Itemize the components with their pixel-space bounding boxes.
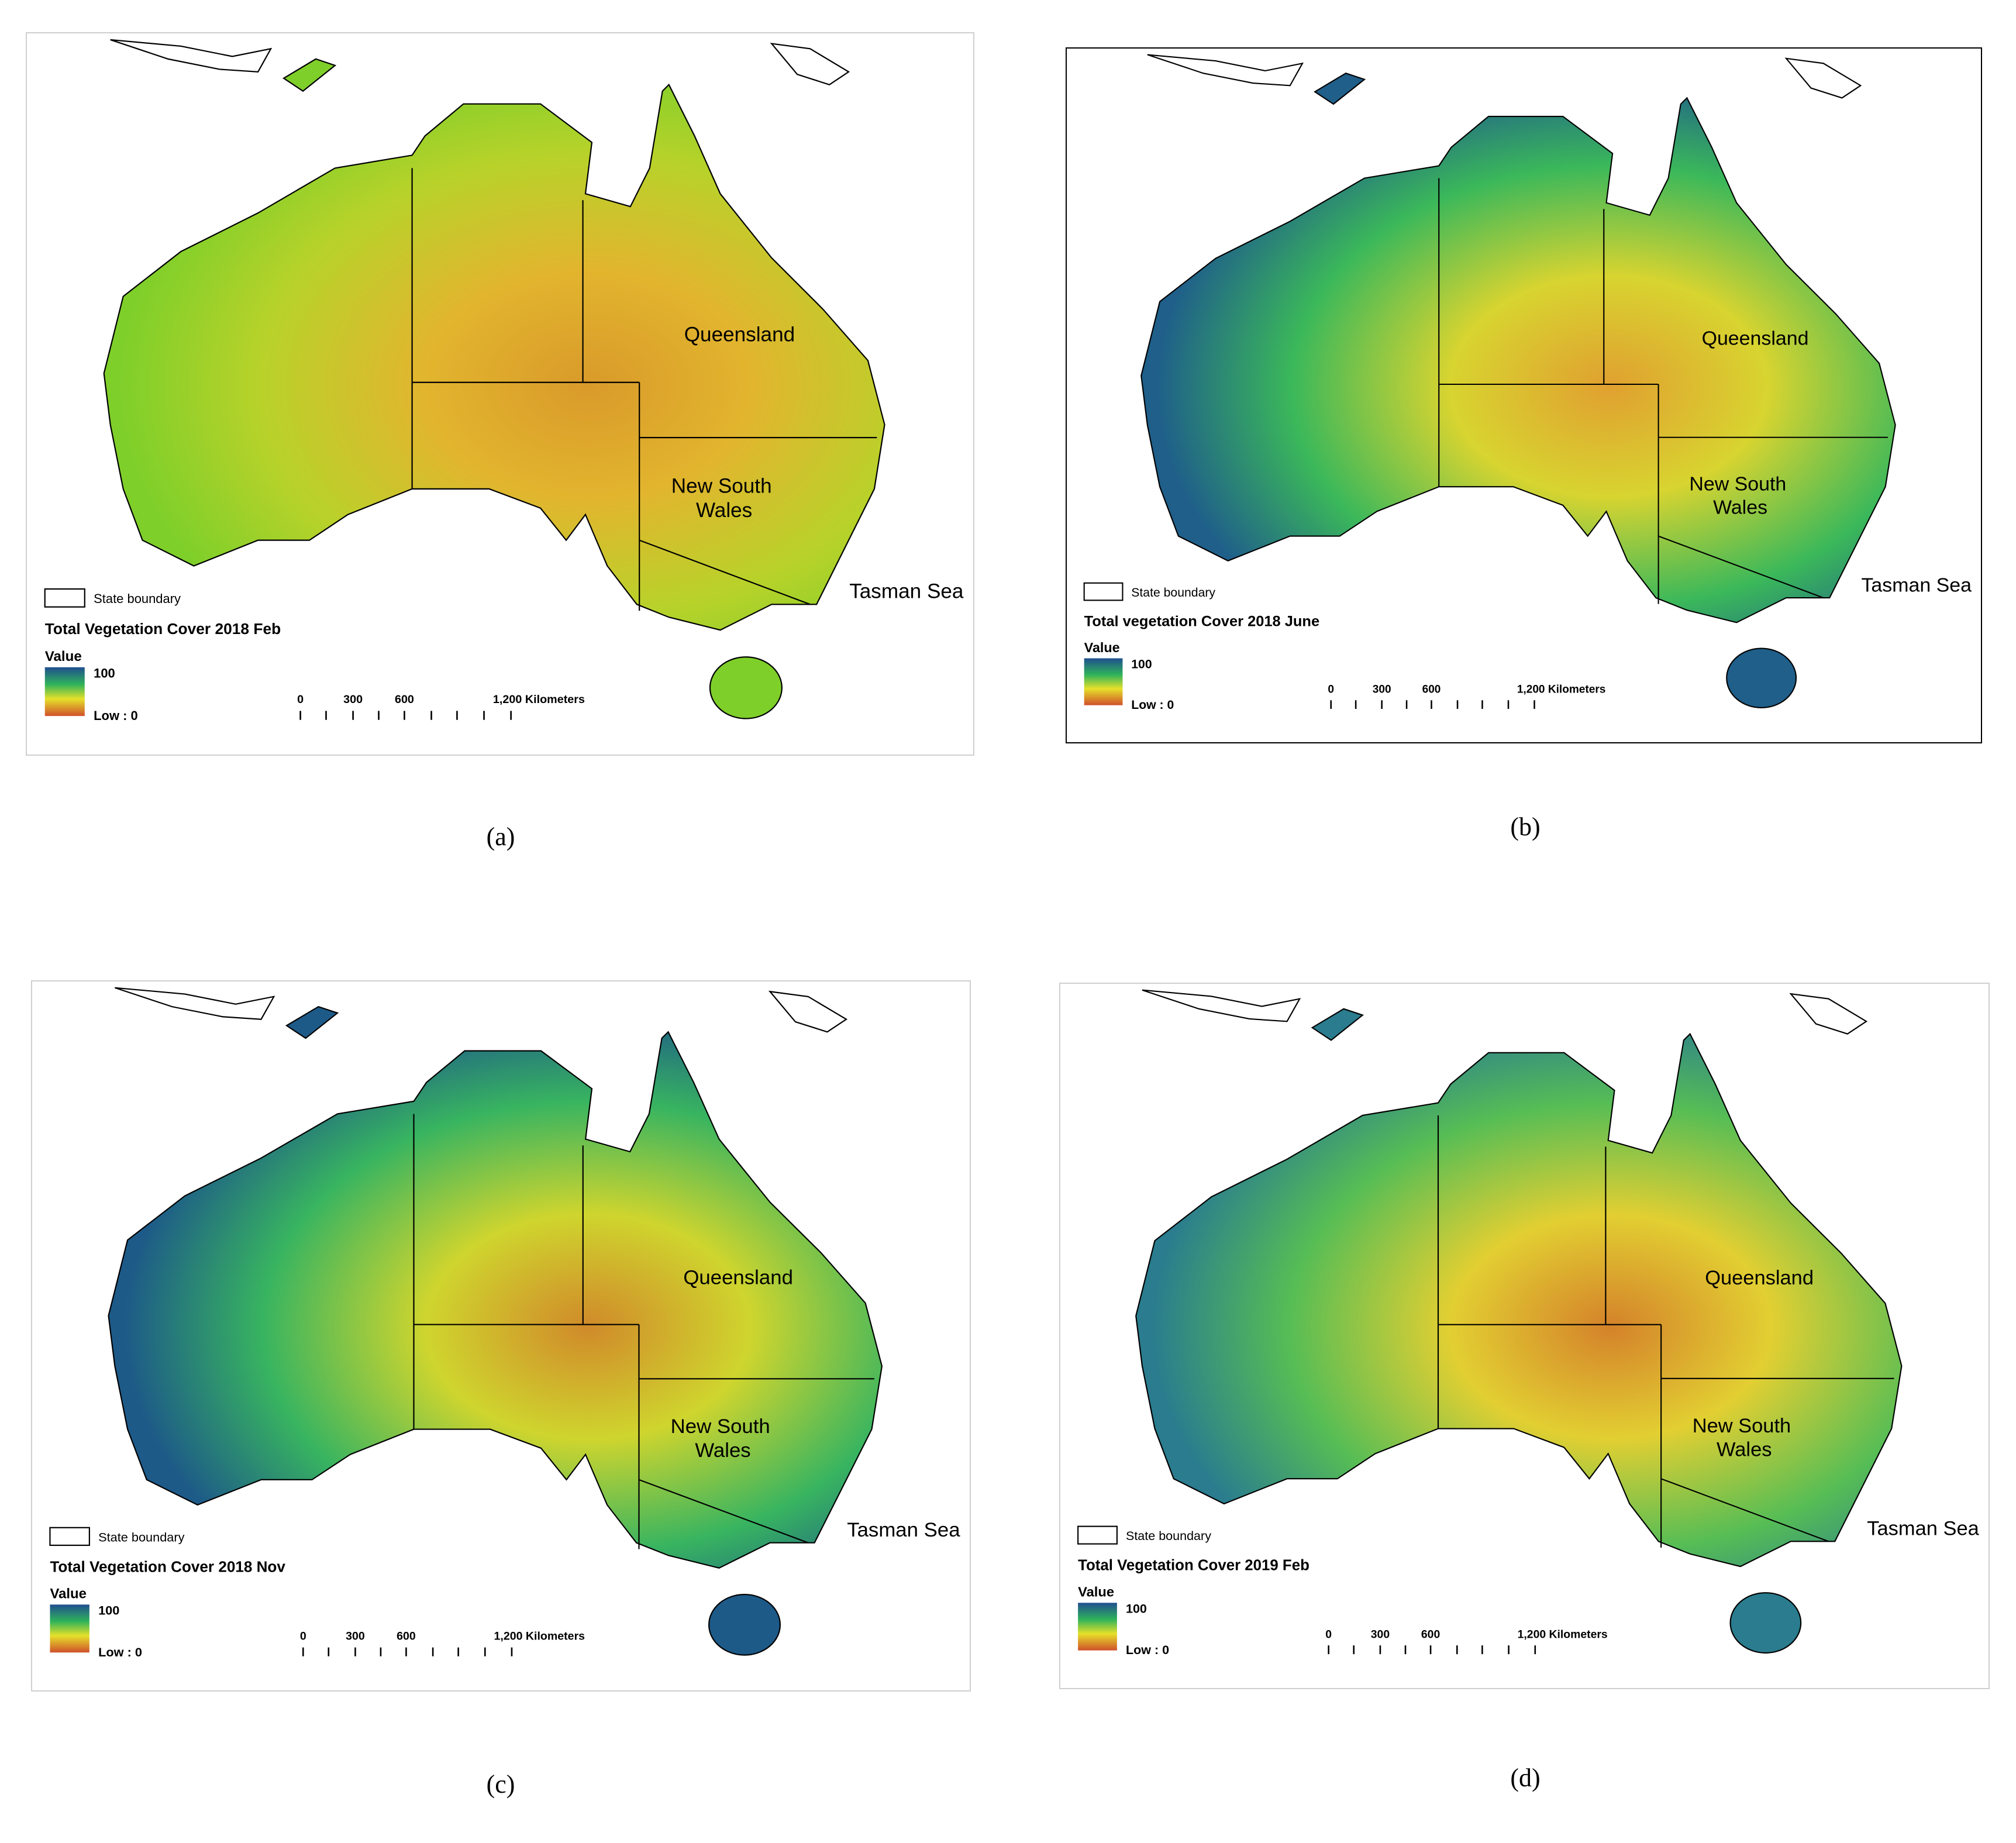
island xyxy=(1314,73,1366,105)
map-panel: Queensland New South Wales Tasman Sea State … xyxy=(1066,47,1982,743)
legend-label: Value xyxy=(1084,640,1120,655)
place-label: Wales xyxy=(695,1439,750,1462)
caption: (b) xyxy=(1510,812,1541,841)
legend-label: State boundary xyxy=(94,591,181,606)
tasmania xyxy=(1726,647,1797,708)
legend-title: Total Vegetation Cover 2018 Feb xyxy=(45,620,281,638)
legend-title: Total Vegetation Cover 2019 Feb xyxy=(1078,1558,1309,1574)
scale-label: 1,200 Kilometers xyxy=(1518,1628,1608,1641)
island xyxy=(1789,993,1868,1035)
island xyxy=(110,39,273,73)
island xyxy=(115,987,275,1020)
tasmania xyxy=(1729,1592,1802,1654)
legend-label: Low : 0 xyxy=(1131,698,1174,712)
legend-label: 100 xyxy=(94,666,115,680)
scale-label: 600 xyxy=(395,693,414,706)
legend-label: 100 xyxy=(1126,1602,1147,1616)
place-label: Queensland xyxy=(683,1267,793,1289)
place-label: Wales xyxy=(696,499,752,522)
legend-label: State boundary xyxy=(98,1530,185,1545)
scale-label: 600 xyxy=(397,1630,416,1643)
scale-label: 300 xyxy=(343,693,363,706)
scale-label: 0 xyxy=(1328,684,1334,696)
legend-swatch xyxy=(1083,582,1124,601)
place-label: Queensland xyxy=(684,323,795,346)
legend-swatch xyxy=(1077,1525,1118,1545)
scale-label: 600 xyxy=(1422,684,1441,696)
scale-label: 600 xyxy=(1421,1628,1440,1641)
scale-label: 1,200 Kilometers xyxy=(1517,684,1606,696)
place-label: Tasman Sea xyxy=(1867,1518,1979,1540)
legend-label: Low : 0 xyxy=(1126,1643,1169,1657)
legend-label: Value xyxy=(45,649,82,664)
island xyxy=(770,43,850,85)
place-label: New South xyxy=(1693,1415,1791,1437)
tasmania xyxy=(708,1594,781,1656)
place-label: New South xyxy=(671,474,772,497)
map-panel: Queensland New South Wales Tasman Sea State … xyxy=(31,980,971,1692)
island xyxy=(1311,1008,1364,1041)
legend-swatch xyxy=(44,588,85,608)
caption: (a) xyxy=(486,822,515,851)
legend-label: Value xyxy=(1078,1585,1114,1600)
australia xyxy=(1135,1032,1903,1568)
legend-label: State boundary xyxy=(1126,1529,1211,1543)
place-label: Tasman Sea xyxy=(847,1519,960,1541)
place-label: Wales xyxy=(1713,497,1767,519)
island xyxy=(282,58,337,92)
scale-label: 0 xyxy=(297,693,304,706)
colorbar xyxy=(1084,658,1123,705)
island xyxy=(1784,57,1862,99)
scale-label: 1,200 Kilometers xyxy=(493,693,585,706)
tasmania xyxy=(709,656,783,719)
state-boundary xyxy=(413,1114,874,1549)
state-boundary xyxy=(1437,1115,1894,1548)
island xyxy=(768,990,848,1033)
place-label: Tasman Sea xyxy=(1861,574,1972,597)
legend-label: 100 xyxy=(1131,657,1152,671)
map-panel: Queensland New South Wales Tasman Sea State … xyxy=(1059,983,1990,1689)
island xyxy=(1147,54,1304,87)
legend-label: Low : 0 xyxy=(98,1645,142,1659)
island xyxy=(285,1005,339,1039)
colorbar xyxy=(44,667,85,716)
colorbar xyxy=(50,1604,89,1653)
scale-label: 300 xyxy=(346,1630,365,1643)
legend-label: Value xyxy=(50,1586,86,1602)
legend-swatch xyxy=(49,1527,90,1546)
scale-label: 300 xyxy=(1371,1628,1390,1641)
caption: (d) xyxy=(1510,1763,1541,1792)
state-boundary xyxy=(411,168,877,611)
australia xyxy=(1140,97,1896,623)
place-label: Queensland xyxy=(1705,1267,1814,1289)
map-panel: Queensland New South Wales Tasman Sea State … xyxy=(26,32,974,756)
place-label: New South xyxy=(1689,473,1786,495)
colorbar xyxy=(1078,1603,1117,1651)
place-label: Queensland xyxy=(1702,328,1809,350)
australia xyxy=(108,1031,883,1569)
legend-label: State boundary xyxy=(1131,586,1215,600)
australia xyxy=(103,83,885,631)
scale-label: 1,200 Kilometers xyxy=(494,1630,585,1643)
island xyxy=(1142,989,1301,1022)
legend-label: Low : 0 xyxy=(94,708,138,723)
state-boundary xyxy=(1438,178,1888,604)
legend-title: Total Vegetation Cover 2018 Nov xyxy=(50,1558,285,1575)
place-label: New South xyxy=(671,1415,770,1438)
scale-label: 0 xyxy=(1325,1628,1332,1641)
legend-title: Total vegetation Cover 2018 June xyxy=(1084,614,1319,630)
scale-label: 0 xyxy=(300,1630,306,1643)
caption: (c) xyxy=(486,1770,515,1799)
legend-label: 100 xyxy=(98,1603,119,1618)
scale-label: 300 xyxy=(1373,684,1391,696)
place-label: Tasman Sea xyxy=(849,580,964,602)
place-label: Wales xyxy=(1717,1439,1772,1461)
